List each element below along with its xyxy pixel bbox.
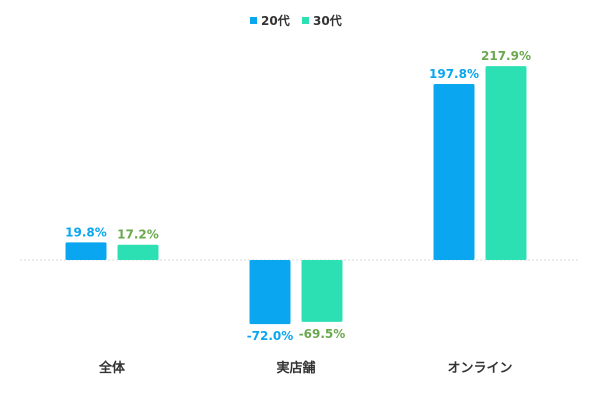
legend: 20代 30代 (250, 13, 342, 28)
bar-1-3 (433, 83, 475, 260)
category-label-3: オンライン (447, 361, 512, 376)
legend-swatch-2 (302, 17, 309, 24)
data-label-2-1: 17.2% (117, 228, 159, 242)
legend-label-1: 20代 (261, 13, 290, 28)
legend-label-2: 30代 (313, 13, 342, 28)
bar-2-2 (301, 260, 343, 322)
data-label-1-2: -72.0% (247, 329, 294, 343)
category-label-2: 実店舗 (276, 360, 315, 376)
data-label-1-3: 197.8% (429, 67, 479, 81)
data-labels-group: 19.8% 17.2% -72.0% -69.5% 197.8%217.9% (65, 49, 531, 343)
bar-1-2 (249, 260, 291, 325)
bars-group (65, 66, 527, 325)
bar-2-3 (485, 66, 527, 260)
legend-swatch-1 (250, 17, 257, 24)
bar-2-1 (117, 244, 159, 260)
data-label-2-3: 217.9% (481, 49, 531, 63)
data-label-2-2: -69.5% (299, 327, 346, 341)
data-label-1-1: 19.8% (65, 225, 107, 239)
category-label-1: 全体 (98, 360, 126, 376)
category-labels-group: 全体 実店舗 オンライン (98, 360, 513, 376)
bar-1-1 (65, 242, 107, 260)
